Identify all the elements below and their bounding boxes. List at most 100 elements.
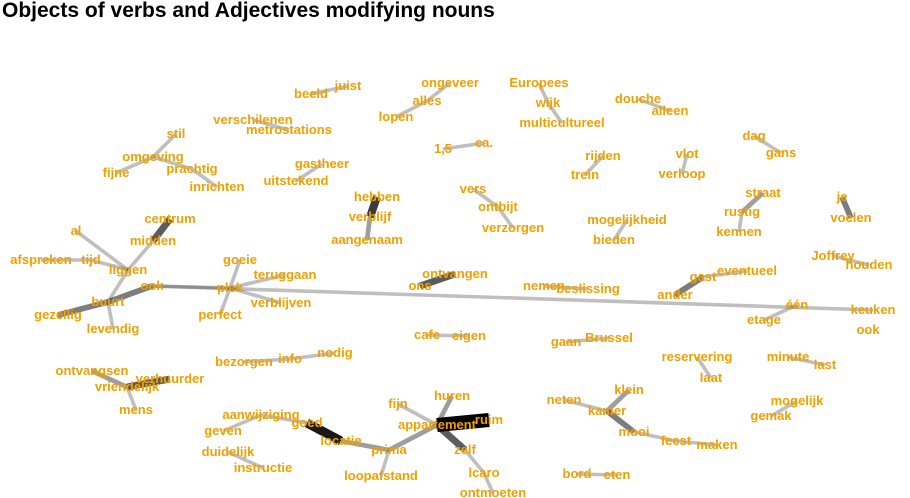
- word-label: beslissing: [556, 281, 620, 296]
- network-edge: [106, 301, 115, 330]
- word-label: gastheer: [295, 156, 349, 171]
- word-label: ons: [408, 278, 431, 293]
- word-label: bord: [563, 466, 592, 481]
- word-label: liggen: [109, 262, 147, 277]
- network-edge: [228, 259, 242, 289]
- word-label: gast: [690, 269, 717, 284]
- word-label: reservering: [662, 349, 733, 364]
- network-edge: [152, 155, 193, 171]
- word-label: info: [278, 351, 302, 366]
- word-label: verloop: [659, 166, 706, 181]
- word-label: ruim: [475, 412, 503, 427]
- network-edge: [126, 239, 155, 272]
- word-label: gaan: [551, 334, 581, 349]
- word-label: huren: [434, 388, 470, 403]
- word-label: plek: [217, 280, 244, 295]
- network-edge: [366, 195, 381, 219]
- network-edge: [289, 351, 336, 361]
- network-edge: [229, 273, 286, 290]
- network-edge: [227, 450, 264, 470]
- word-label: ontvangen: [422, 266, 488, 281]
- word-label: Joffrey: [811, 248, 855, 263]
- word-label: klein: [614, 382, 644, 397]
- word-label: prachtig: [166, 161, 217, 176]
- word-label: al: [71, 223, 82, 238]
- word-label: trein: [571, 167, 599, 182]
- word-label: verblijven: [251, 295, 312, 310]
- network-edge: [832, 254, 870, 267]
- word-label: ca.: [475, 135, 493, 150]
- network-edge: [126, 375, 171, 391]
- network-edge: [395, 99, 428, 119]
- network-edge: [434, 422, 468, 453]
- network-edge: [418, 270, 457, 290]
- word-label: ontvangsen: [56, 363, 129, 378]
- word-label: locatie: [320, 433, 361, 448]
- word-label: loopafstand: [344, 468, 418, 483]
- network-edge: [91, 368, 128, 390]
- word-label: aangenaam: [331, 232, 403, 247]
- network-edge: [787, 355, 826, 367]
- network-edge: [229, 286, 282, 305]
- network-edge: [695, 356, 713, 379]
- word-label: verzorgen: [482, 220, 544, 235]
- network-edge: [543, 284, 589, 291]
- network-edge: [737, 211, 744, 233]
- network-edge: [340, 438, 390, 453]
- network-edge: [190, 167, 219, 189]
- word-label: vriendelijk: [95, 379, 160, 394]
- word-label: gezellig: [34, 307, 82, 322]
- word-label: zelf: [454, 442, 476, 457]
- network-edge: [702, 269, 748, 279]
- network-edge: [763, 303, 798, 322]
- network-edge: [57, 299, 109, 318]
- network-edge: [243, 357, 291, 364]
- network-edge: [680, 153, 689, 175]
- word-label: eigen: [452, 328, 486, 343]
- word-label: juist: [334, 78, 362, 93]
- network-edge: [115, 155, 154, 175]
- word-label: douche: [615, 91, 661, 106]
- network-edge: [537, 82, 550, 104]
- word-label: appartement: [398, 417, 477, 432]
- word-label: houden: [846, 257, 893, 272]
- network-edge: [304, 418, 344, 446]
- network-edge: [753, 134, 782, 155]
- edge-layer: [41, 81, 874, 494]
- word-label: perfect: [198, 307, 242, 322]
- network-edge: [151, 284, 231, 290]
- network-edge: [463, 448, 486, 475]
- word-label: kennen: [716, 224, 762, 239]
- word-label: minute: [767, 349, 810, 364]
- word-label: neten: [547, 392, 582, 407]
- word-label: gemak: [750, 408, 792, 423]
- network-edge: [222, 413, 262, 433]
- word-label: bieden: [593, 232, 635, 247]
- word-label: alleen: [652, 103, 689, 118]
- word-label: nodig: [317, 345, 352, 360]
- network-edge: [295, 162, 323, 183]
- word-label: verschilenen: [213, 112, 293, 127]
- word-label: Brussel: [585, 330, 633, 345]
- network-edge: [218, 287, 232, 316]
- word-label: voelen: [830, 210, 871, 225]
- word-label: kamer: [588, 403, 626, 418]
- word-label: mogelijk: [771, 393, 825, 408]
- network-edge: [151, 132, 178, 159]
- network-edge: [637, 97, 671, 113]
- word-label: één: [786, 297, 808, 312]
- word-label: multicultureel: [519, 115, 604, 130]
- word-label: verblijf: [349, 209, 392, 224]
- word-label: eten: [604, 467, 631, 482]
- word-label: instructie: [234, 460, 293, 475]
- network-edge: [839, 195, 854, 220]
- network-edge: [387, 422, 439, 453]
- word-label: fijn: [388, 396, 408, 411]
- network-edge: [107, 283, 153, 305]
- network-edge: [496, 205, 515, 230]
- word-label: lcaro: [468, 465, 499, 480]
- network-edge: [125, 386, 138, 411]
- network-edge: [260, 413, 308, 425]
- word-label: beeld: [294, 86, 328, 101]
